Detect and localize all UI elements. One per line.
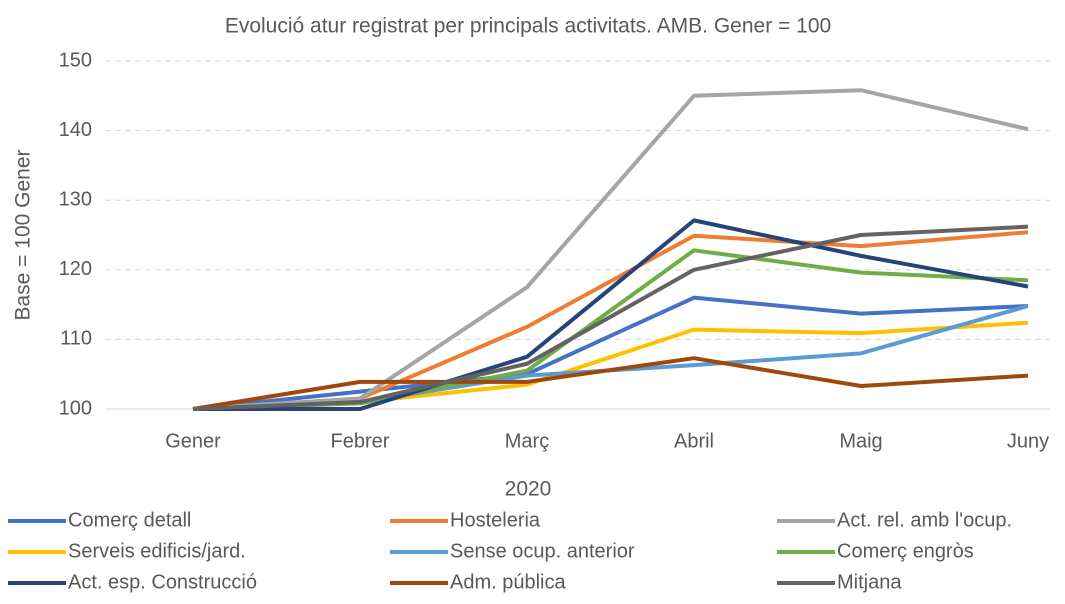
x-tick-label: Gener <box>165 430 221 452</box>
line <box>192 356 1029 411</box>
y-tick-label: 140 <box>59 119 92 141</box>
x-tick-label: Abril <box>674 430 714 452</box>
legend-label: Comerç detall <box>68 509 191 531</box>
line <box>193 218 1029 411</box>
legend-label: Mitjana <box>837 571 902 593</box>
legend-label: Adm. pública <box>450 571 566 593</box>
y-tick-label: 120 <box>59 258 92 280</box>
y-tick-label: 110 <box>60 328 92 350</box>
x-tick-label: Març <box>505 430 549 452</box>
chart-title: Evolució atur registrat per principals a… <box>225 15 831 38</box>
x-tick-label: Febrer <box>331 430 390 452</box>
x-tick-label: Juny <box>1007 430 1049 452</box>
legend-label: Act. esp. Construcció <box>68 571 257 593</box>
y-tick-label: 150 <box>59 49 92 71</box>
legend-label: Act. rel. amb l'ocup. <box>837 509 1012 531</box>
line <box>192 224 1029 411</box>
legend-label: Serveis edificis/jard. <box>68 540 246 562</box>
y-tick-label: 100 <box>59 397 92 419</box>
legend-label: Hosteleria <box>450 509 541 531</box>
x-axis-title: 2020 <box>505 478 552 501</box>
y-axis-title: Base = 100 Gener <box>12 149 35 320</box>
y-tick-label: 130 <box>59 188 92 210</box>
legend-label: Comerç engròs <box>837 540 974 562</box>
x-tick-label: Maig <box>839 430 882 452</box>
line <box>192 295 1029 411</box>
line <box>192 88 1029 411</box>
legend-label: Sense ocup. anterior <box>450 540 635 562</box>
